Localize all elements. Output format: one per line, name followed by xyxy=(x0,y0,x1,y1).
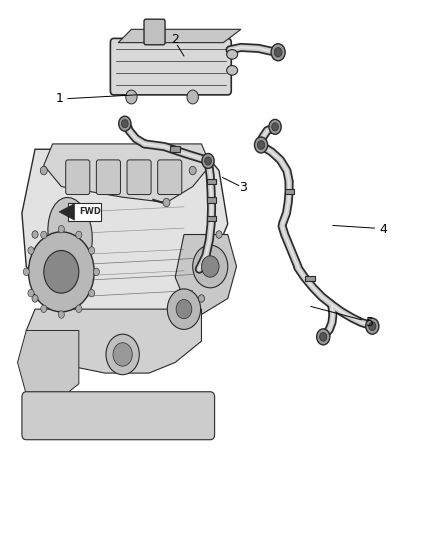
FancyBboxPatch shape xyxy=(127,160,151,195)
Circle shape xyxy=(88,289,95,297)
Circle shape xyxy=(126,90,137,104)
Circle shape xyxy=(274,47,282,57)
Circle shape xyxy=(254,137,268,153)
Circle shape xyxy=(106,334,139,375)
Circle shape xyxy=(176,300,192,319)
Circle shape xyxy=(58,225,64,233)
Circle shape xyxy=(201,256,219,277)
Circle shape xyxy=(76,305,82,312)
Text: 1: 1 xyxy=(55,92,63,105)
Circle shape xyxy=(187,90,198,104)
FancyBboxPatch shape xyxy=(305,276,315,281)
Circle shape xyxy=(93,209,100,217)
Circle shape xyxy=(28,247,34,254)
Circle shape xyxy=(202,154,214,168)
Circle shape xyxy=(272,123,279,131)
FancyBboxPatch shape xyxy=(22,392,215,440)
Text: FWD: FWD xyxy=(79,207,101,215)
Text: 3: 3 xyxy=(239,181,247,194)
Circle shape xyxy=(44,251,79,293)
Circle shape xyxy=(189,166,196,175)
FancyBboxPatch shape xyxy=(144,19,165,45)
FancyBboxPatch shape xyxy=(96,160,120,195)
FancyBboxPatch shape xyxy=(285,189,294,194)
Polygon shape xyxy=(44,144,210,203)
Polygon shape xyxy=(175,235,237,320)
Circle shape xyxy=(193,245,228,288)
Ellipse shape xyxy=(227,50,237,59)
Circle shape xyxy=(88,247,95,254)
Circle shape xyxy=(317,329,330,345)
Circle shape xyxy=(32,295,38,302)
Circle shape xyxy=(271,44,285,61)
Circle shape xyxy=(23,268,29,276)
Text: 2: 2 xyxy=(171,34,179,46)
Polygon shape xyxy=(26,309,201,373)
Circle shape xyxy=(369,322,376,330)
Circle shape xyxy=(119,116,131,131)
Polygon shape xyxy=(22,149,228,336)
FancyBboxPatch shape xyxy=(207,179,216,184)
Circle shape xyxy=(269,119,281,134)
Polygon shape xyxy=(59,204,74,220)
Polygon shape xyxy=(18,330,79,405)
Circle shape xyxy=(76,231,82,239)
Circle shape xyxy=(28,232,94,312)
Circle shape xyxy=(258,141,265,149)
Circle shape xyxy=(113,343,132,366)
Circle shape xyxy=(41,305,47,312)
Circle shape xyxy=(163,198,170,207)
Circle shape xyxy=(93,268,99,276)
Polygon shape xyxy=(68,203,101,221)
Circle shape xyxy=(366,318,379,334)
FancyBboxPatch shape xyxy=(170,146,180,152)
FancyBboxPatch shape xyxy=(66,160,90,195)
Circle shape xyxy=(41,231,47,239)
Circle shape xyxy=(198,295,205,302)
Circle shape xyxy=(205,157,212,165)
Circle shape xyxy=(28,289,34,297)
Ellipse shape xyxy=(48,198,92,271)
FancyBboxPatch shape xyxy=(207,216,216,221)
FancyBboxPatch shape xyxy=(158,160,182,195)
Circle shape xyxy=(58,311,64,318)
Circle shape xyxy=(32,231,38,238)
Circle shape xyxy=(121,119,128,128)
Ellipse shape xyxy=(227,66,237,75)
Circle shape xyxy=(320,333,327,341)
FancyBboxPatch shape xyxy=(110,38,231,95)
Circle shape xyxy=(40,166,47,175)
Text: 5: 5 xyxy=(366,316,374,329)
Polygon shape xyxy=(118,29,241,43)
Circle shape xyxy=(216,231,222,238)
FancyBboxPatch shape xyxy=(207,197,216,203)
Circle shape xyxy=(167,289,201,329)
Text: 4: 4 xyxy=(379,223,387,236)
